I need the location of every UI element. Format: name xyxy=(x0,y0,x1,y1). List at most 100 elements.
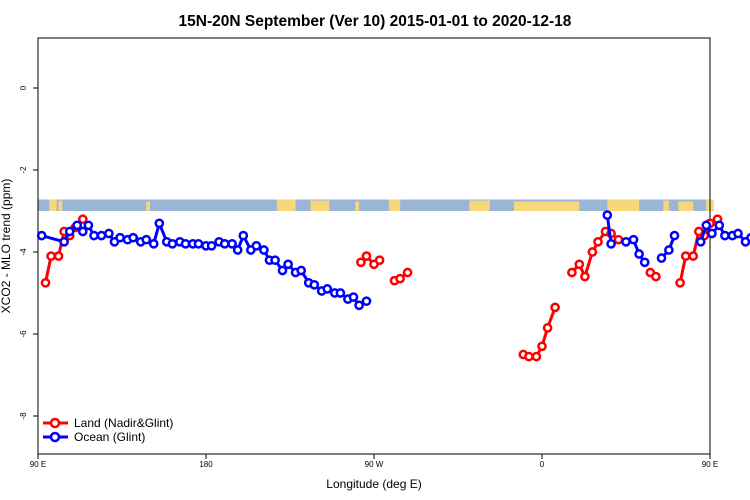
data-point xyxy=(296,265,307,276)
data-point xyxy=(402,267,413,278)
data-point xyxy=(227,238,237,249)
legend-ocean-marker xyxy=(49,431,61,443)
data-point xyxy=(104,228,114,239)
y-tick-label: 0 xyxy=(19,85,28,90)
data-point xyxy=(707,228,717,239)
y-tick-label: -6 xyxy=(19,330,28,338)
data-point xyxy=(83,220,94,231)
data-point xyxy=(277,265,288,276)
data-point xyxy=(621,236,631,247)
data-point xyxy=(733,228,743,239)
legend-land-marker xyxy=(49,417,61,429)
data-point xyxy=(193,238,204,249)
data-point xyxy=(77,214,88,225)
y-tick-label: -2 xyxy=(19,166,28,174)
data-point xyxy=(53,251,64,261)
x-tick-label: 90 E xyxy=(30,460,46,469)
land-patch xyxy=(678,201,694,211)
data-point xyxy=(628,234,639,245)
land-patch xyxy=(355,201,360,211)
data-point xyxy=(587,247,598,257)
x-tick-label: 0 xyxy=(540,460,545,469)
x-tick-label: 180 xyxy=(199,460,213,469)
data-point xyxy=(64,226,75,237)
x-tick-label: 90 E xyxy=(702,460,718,469)
data-point xyxy=(714,220,725,231)
data-point xyxy=(695,236,706,247)
data-point xyxy=(322,284,333,294)
data-point xyxy=(688,251,699,261)
data-point xyxy=(270,255,280,266)
data-point xyxy=(154,218,165,229)
data-point xyxy=(348,292,359,302)
data-point xyxy=(664,245,674,255)
data-point xyxy=(180,238,191,249)
land-patch xyxy=(49,199,57,211)
legend-ocean-label: Ocean (Glint) xyxy=(74,430,145,444)
data-point xyxy=(656,253,667,263)
y-tick-label: -8 xyxy=(19,412,28,420)
data-point xyxy=(675,277,685,288)
data-point xyxy=(537,341,547,352)
x-tick-label: 90 W xyxy=(365,460,384,469)
data-point xyxy=(89,230,99,241)
data-point xyxy=(580,271,590,282)
data-point xyxy=(606,238,616,249)
series-layer xyxy=(36,210,750,362)
data-point xyxy=(251,240,262,251)
data-point xyxy=(567,267,577,278)
x-axis-label: Longitude (deg E) xyxy=(326,477,421,491)
x-axis: 90 E 180 90 W 0 90 E xyxy=(30,454,718,469)
data-point xyxy=(361,251,372,261)
data-point xyxy=(374,255,385,266)
data-point xyxy=(72,220,83,231)
data-point xyxy=(361,296,372,307)
data-point xyxy=(115,232,125,243)
data-point xyxy=(354,300,364,311)
legend: Land (Nadir&Glint) Ocean (Glint) xyxy=(43,416,173,444)
series-ocean xyxy=(36,210,750,311)
data-point xyxy=(550,302,560,313)
chart-title: 15N-20N September (Ver 10) 2015-01-01 to… xyxy=(179,13,572,30)
data-point xyxy=(680,251,691,261)
data-point xyxy=(141,234,152,245)
data-point xyxy=(238,230,249,241)
data-point xyxy=(148,238,159,249)
data-point xyxy=(206,240,217,251)
data-point xyxy=(219,238,230,249)
data-point xyxy=(524,351,534,362)
data-point xyxy=(634,249,644,259)
data-point xyxy=(746,232,750,243)
data-point xyxy=(574,259,585,270)
data-point xyxy=(613,234,624,245)
data-point xyxy=(59,236,69,247)
data-point xyxy=(395,273,405,284)
land-patch xyxy=(663,200,669,211)
data-point xyxy=(651,271,661,282)
data-point xyxy=(639,257,650,268)
data-point xyxy=(167,238,178,249)
data-point xyxy=(46,251,56,261)
land-patch xyxy=(514,201,580,211)
data-point xyxy=(77,226,88,237)
data-point xyxy=(669,230,680,241)
data-point xyxy=(356,257,366,268)
data-point xyxy=(232,245,243,255)
data-point xyxy=(602,210,613,220)
data-point xyxy=(128,232,139,243)
data-point xyxy=(309,279,320,290)
data-point xyxy=(593,236,603,247)
data-point xyxy=(283,259,293,270)
y-axis: 0 -2 -4 -6 -8 xyxy=(19,85,38,420)
land-patch xyxy=(276,199,296,211)
land-patch xyxy=(310,200,330,211)
data-point xyxy=(701,220,712,231)
data-point xyxy=(96,230,107,241)
ocean-band xyxy=(38,199,710,211)
data-point xyxy=(259,245,269,255)
data-point xyxy=(720,230,730,241)
data-point xyxy=(531,351,542,362)
land-patch xyxy=(58,200,63,211)
land-patch xyxy=(607,199,640,211)
data-point xyxy=(542,323,553,333)
